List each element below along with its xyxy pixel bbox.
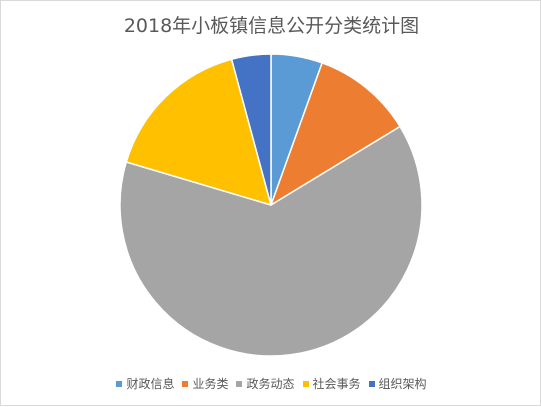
legend-label-4: 社会事务 xyxy=(312,377,361,391)
pie-slice-3 xyxy=(119,125,423,357)
legend-item-3: 政务动态 xyxy=(236,375,295,392)
legend-item-2: 业务类 xyxy=(182,375,228,392)
legend-swatch-3 xyxy=(236,380,243,387)
legend-swatch-2 xyxy=(182,380,189,387)
legend-label-3: 政务动态 xyxy=(246,377,295,391)
legend-item-4: 社会事务 xyxy=(302,375,361,392)
legend-item-5: 组织架构 xyxy=(368,375,427,392)
legend-label-1: 财政信息 xyxy=(126,377,175,391)
pie-slice-4 xyxy=(125,58,272,206)
pie-slice-2 xyxy=(270,62,401,206)
legend-swatch-1 xyxy=(116,380,123,387)
legend: 财政信息 业务类 政务动态 社会事务 组织架构 xyxy=(1,375,541,392)
chart-title: 2018年小板镇信息公开分类统计图 xyxy=(123,15,420,37)
legend-label-5: 组织架构 xyxy=(378,377,427,391)
legend-swatch-5 xyxy=(368,380,375,387)
pie-slice-5 xyxy=(230,53,272,206)
legend-label-2: 业务类 xyxy=(192,377,229,391)
legend-item-1: 财政信息 xyxy=(116,375,174,392)
legend-swatch-4 xyxy=(302,380,309,387)
